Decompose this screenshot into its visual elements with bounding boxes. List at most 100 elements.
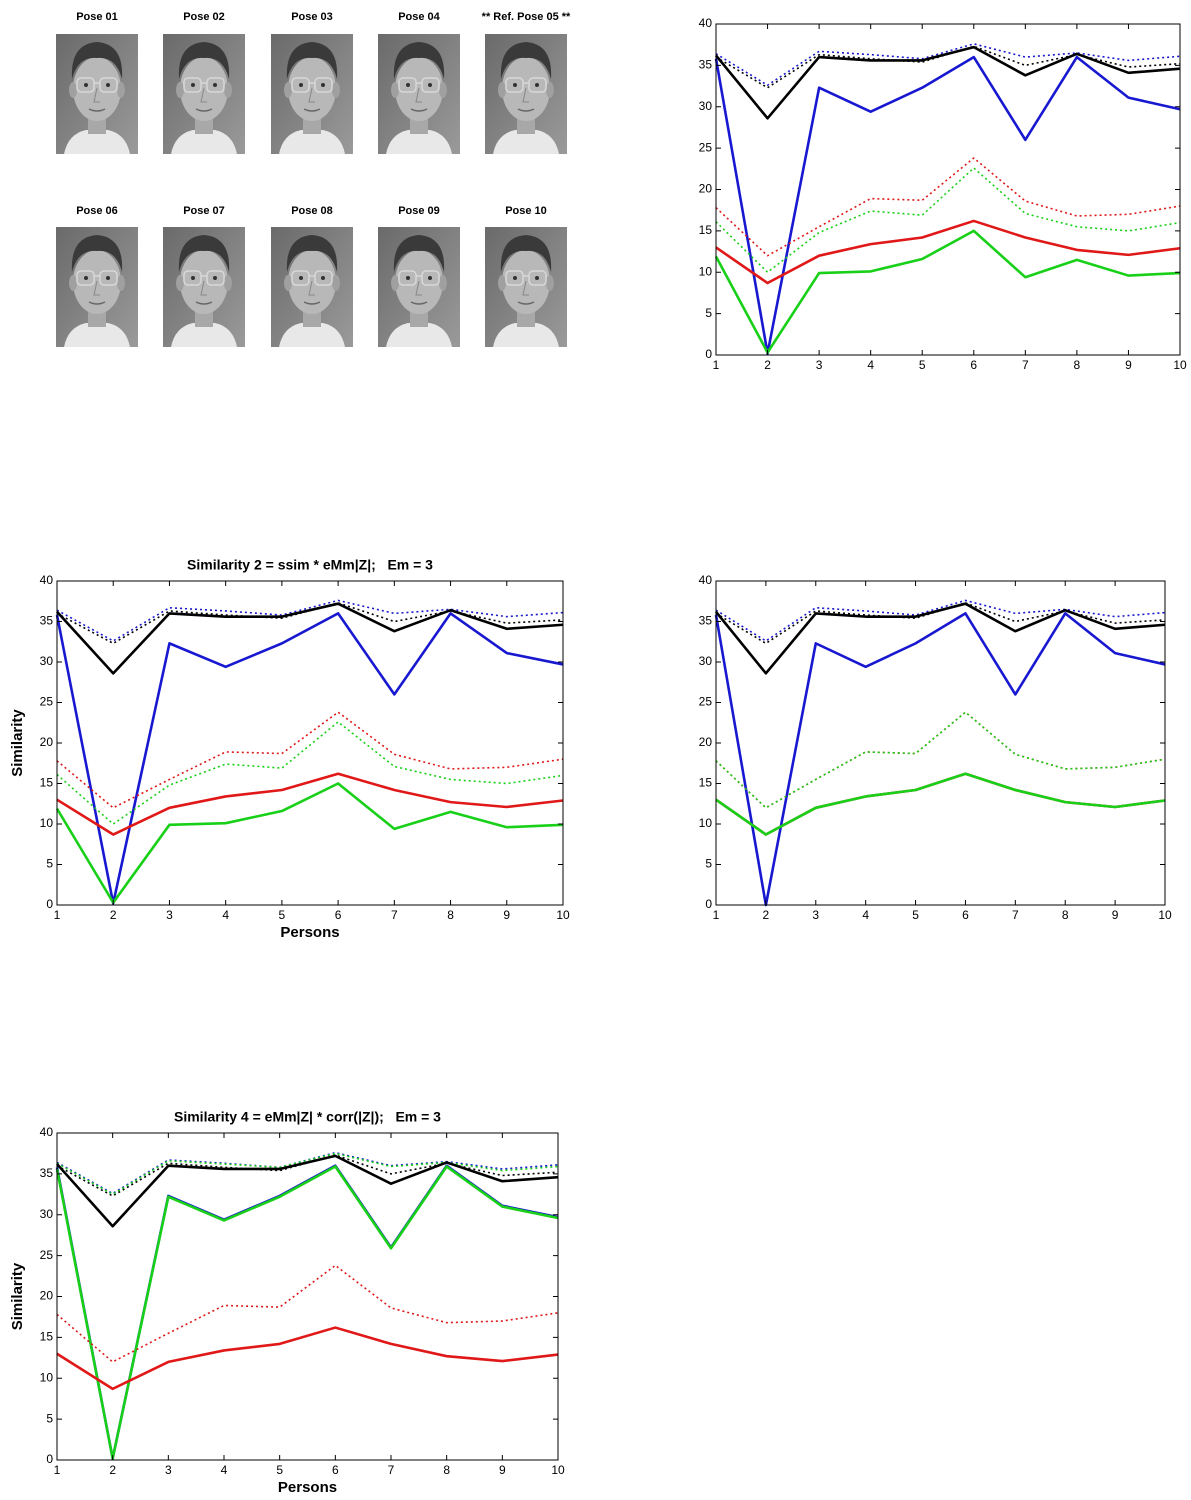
pose-label: Pose 03 [291, 11, 333, 23]
x-tick-label: 3 [812, 908, 819, 922]
x-tick-label: 5 [279, 908, 286, 922]
x-tick-label: 1 [54, 908, 61, 922]
x-tick-label: 4 [221, 1463, 228, 1477]
x-tick-label: 4 [867, 358, 874, 372]
y-tick-label: 30 [40, 1207, 54, 1221]
x-tick-label: 8 [443, 1463, 450, 1477]
x-tick-label: 3 [816, 358, 823, 372]
x-tick-label: 7 [391, 908, 398, 922]
y-tick-label: 35 [40, 1166, 54, 1180]
x-tick-label: 2 [110, 908, 117, 922]
y-tick-label: 25 [40, 695, 54, 709]
x-tick-label: 8 [1062, 908, 1069, 922]
x-tick-label: 2 [764, 358, 771, 372]
y-tick-label: 20 [699, 735, 713, 749]
pose-label: Pose 09 [398, 205, 440, 217]
face-image [163, 34, 245, 154]
x-tick-label: 6 [970, 358, 977, 372]
y-tick-label: 30 [699, 99, 713, 113]
y-tick-label: 35 [40, 614, 54, 628]
y-tick-label: 15 [699, 776, 713, 790]
x-tick-label: 10 [1158, 908, 1172, 922]
face-image [378, 227, 460, 347]
x-tick-label: 7 [388, 1463, 395, 1477]
y-tick-label: 5 [705, 306, 712, 320]
face-image [485, 227, 567, 347]
y-tick-label: 40 [40, 573, 54, 587]
y-tick-label: 10 [699, 816, 713, 830]
y-tick-label: 0 [705, 897, 712, 911]
y-tick-label: 5 [705, 857, 712, 871]
y-tick-label: 35 [699, 58, 713, 72]
pose-label: Pose 10 [505, 205, 547, 217]
x-axis-label: Persons [280, 924, 339, 941]
x-tick-label: 3 [166, 908, 173, 922]
face-image [378, 34, 460, 154]
y-tick-label: 0 [46, 897, 53, 911]
x-axis-label: Persons [278, 1479, 337, 1496]
x-tick-label: 6 [332, 1463, 339, 1477]
x-tick-label: 10 [556, 908, 570, 922]
y-tick-label: 35 [699, 614, 713, 628]
y-tick-label: 5 [46, 1411, 53, 1425]
x-tick-label: 7 [1022, 358, 1029, 372]
x-tick-label: 4 [222, 908, 229, 922]
y-tick-label: 25 [699, 695, 713, 709]
chart: 051015202530354012345678910Similarity 4 … [9, 1109, 565, 1496]
x-tick-label: 9 [1112, 908, 1119, 922]
x-tick-label: 1 [713, 908, 720, 922]
y-tick-label: 20 [699, 182, 713, 196]
pose-label: Pose 01 [76, 11, 118, 23]
x-tick-label: 8 [447, 908, 454, 922]
y-tick-label: 30 [699, 654, 713, 668]
pose-label: Pose 08 [291, 205, 333, 217]
y-tick-label: 20 [40, 735, 54, 749]
y-tick-label: 15 [40, 776, 54, 790]
face-image [163, 227, 245, 347]
chart: 051015202530354012345678910 [699, 573, 1172, 922]
y-tick-label: 0 [705, 347, 712, 361]
x-tick-label: 9 [499, 1463, 506, 1477]
pose-label: Pose 07 [183, 205, 225, 217]
x-tick-label: 5 [276, 1463, 283, 1477]
y-tick-label: 25 [40, 1248, 54, 1262]
y-tick-label: 10 [699, 264, 713, 278]
y-tick-label: 0 [46, 1452, 53, 1466]
face-image [56, 34, 138, 154]
pose-label: Pose 06 [76, 205, 118, 217]
x-tick-label: 10 [1173, 358, 1187, 372]
y-tick-label: 5 [46, 857, 53, 871]
y-tick-label: 40 [40, 1125, 54, 1139]
pose-label: ** Ref. Pose 05 ** [482, 11, 571, 23]
x-tick-label: 5 [919, 358, 926, 372]
y-tick-label: 20 [40, 1289, 54, 1303]
chart-title: Similarity 2 = ssim * eMm|Z|; Em = 3 [187, 557, 433, 573]
y-tick-label: 25 [699, 140, 713, 154]
x-tick-label: 8 [1074, 358, 1081, 372]
x-tick-label: 4 [862, 908, 869, 922]
pose-grid: Pose 01 Pose 02 Pose 03 Pose 04 ** Ref. … [56, 11, 571, 347]
x-tick-label: 1 [713, 358, 720, 372]
x-tick-label: 6 [335, 908, 342, 922]
face-image [485, 34, 567, 154]
x-tick-label: 5 [912, 908, 919, 922]
chart-title: Similarity 4 = eMm|Z| * corr(|Z|); Em = … [174, 1109, 441, 1125]
y-tick-label: 40 [699, 16, 713, 30]
y-axis-label: Similarity [9, 1262, 26, 1330]
y-tick-label: 30 [40, 654, 54, 668]
x-tick-label: 1 [54, 1463, 61, 1477]
y-tick-label: 40 [699, 573, 713, 587]
face-image [271, 34, 353, 154]
pose-label: Pose 04 [398, 11, 440, 23]
y-tick-label: 10 [40, 816, 54, 830]
x-tick-label: 2 [109, 1463, 116, 1477]
x-tick-label: 3 [165, 1463, 172, 1477]
y-tick-label: 10 [40, 1370, 54, 1384]
x-tick-label: 9 [1125, 358, 1132, 372]
x-tick-label: 10 [551, 1463, 565, 1477]
pose-label: Pose 02 [183, 11, 225, 23]
x-tick-label: 2 [763, 908, 770, 922]
face-image [56, 227, 138, 347]
